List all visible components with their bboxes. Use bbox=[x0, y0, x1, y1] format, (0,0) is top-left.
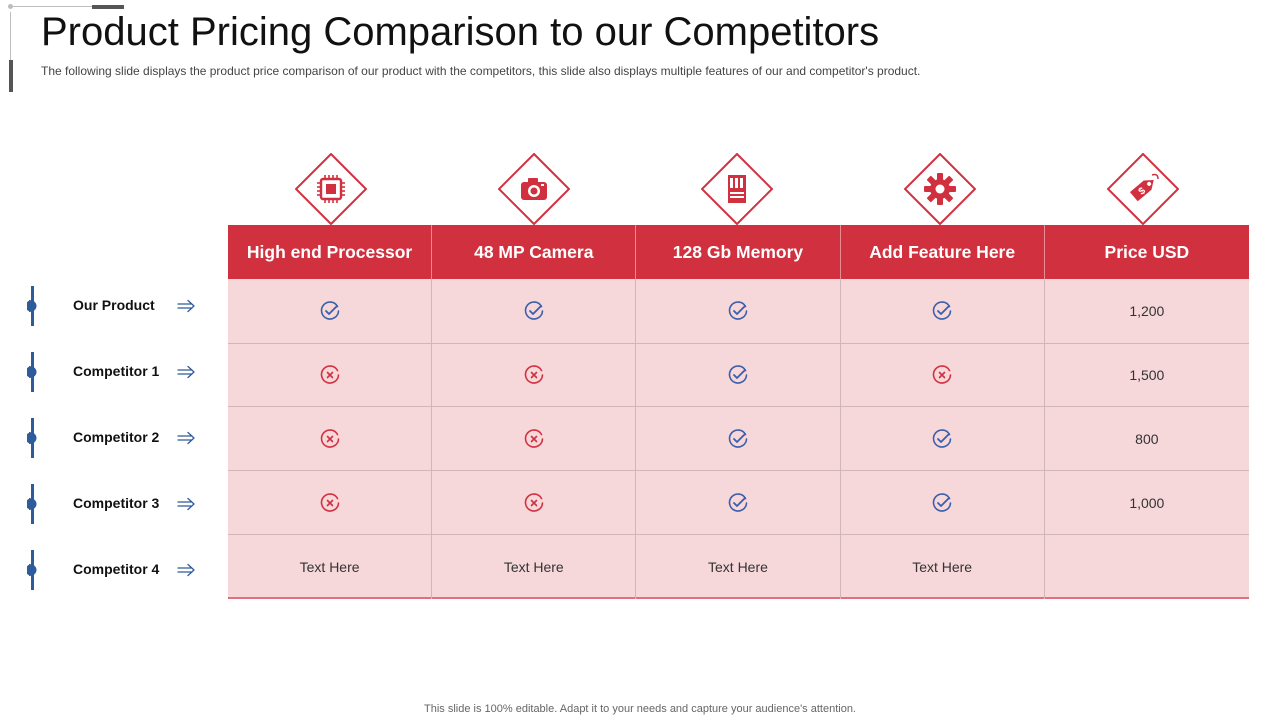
row-label: Competitor 4 bbox=[27, 550, 220, 590]
column-header: Price USD bbox=[1104, 241, 1190, 262]
decorative-dot bbox=[8, 4, 13, 9]
price-tag-icon: $ bbox=[1107, 153, 1179, 225]
table-cell-text: Text Here bbox=[432, 535, 637, 599]
price-cell bbox=[1045, 535, 1249, 599]
check-circle-icon bbox=[228, 279, 433, 343]
price-cell: 1,500 bbox=[1129, 367, 1165, 383]
arrow-right-icon bbox=[177, 299, 197, 313]
row-name: Our Product bbox=[73, 297, 155, 313]
row-name: Competitor 1 bbox=[73, 363, 160, 379]
row-marker-dot bbox=[27, 299, 41, 313]
column-header: High end Processor bbox=[228, 225, 433, 279]
check-circle-icon bbox=[841, 471, 1045, 534]
table-cell-text: Text Here bbox=[228, 535, 433, 599]
row-name: Competitor 3 bbox=[73, 495, 160, 511]
table-row: 1,000 bbox=[228, 471, 1249, 535]
table-row: 1,500 bbox=[228, 344, 1249, 407]
check-circle-icon bbox=[841, 407, 1045, 470]
decorative-vertical-line bbox=[10, 12, 11, 62]
table-cell-text: Text Here bbox=[841, 535, 1045, 599]
arrow-right-icon bbox=[177, 563, 197, 577]
row-name: Competitor 2 bbox=[73, 429, 160, 445]
svg-text:$: $ bbox=[1137, 185, 1149, 197]
cross-circle-icon bbox=[841, 344, 1045, 406]
processor-chip-icon bbox=[295, 153, 367, 225]
decorative-bar bbox=[92, 5, 124, 9]
slide-title: Product Pricing Comparison to our Compet… bbox=[41, 10, 880, 54]
cross-circle-icon bbox=[432, 471, 637, 534]
check-circle-icon bbox=[841, 279, 1045, 343]
gear-icon bbox=[904, 153, 976, 225]
row-marker-dot bbox=[27, 431, 41, 445]
table-row: Text Here Text Here Text Here Text Here bbox=[228, 535, 1249, 599]
check-circle-icon bbox=[636, 279, 841, 343]
cross-circle-icon bbox=[228, 407, 433, 470]
table-cell-text: Text Here bbox=[636, 535, 841, 599]
memory-card-icon bbox=[701, 153, 773, 225]
row-label: Competitor 1 bbox=[27, 352, 220, 392]
column-header: 128 Gb Memory bbox=[636, 225, 841, 279]
check-circle-icon bbox=[636, 407, 841, 470]
table-row: 1,200 bbox=[228, 279, 1249, 344]
check-circle-icon bbox=[636, 471, 841, 534]
footer-note: This slide is 100% editable. Adapt it to… bbox=[424, 703, 856, 715]
row-label: Competitor 3 bbox=[27, 484, 220, 524]
row-name: Competitor 4 bbox=[73, 561, 160, 577]
column-header: Add Feature Here bbox=[841, 225, 1045, 279]
decorative-line bbox=[10, 6, 98, 7]
table-row: 800 bbox=[228, 407, 1249, 471]
decorative-vertical-bar bbox=[9, 60, 13, 92]
check-circle-icon bbox=[432, 279, 637, 343]
row-marker-dot bbox=[27, 497, 41, 511]
table-header: High end Processor 48 MP Camera 128 Gb Mem… bbox=[228, 225, 1249, 279]
row-label: Competitor 2 bbox=[27, 418, 220, 458]
arrow-right-icon bbox=[177, 365, 197, 379]
cross-circle-icon bbox=[432, 344, 637, 406]
row-marker-dot bbox=[27, 365, 41, 379]
cross-circle-icon bbox=[228, 344, 433, 406]
cross-circle-icon bbox=[228, 471, 433, 534]
cross-circle-icon bbox=[432, 407, 637, 470]
row-label: Our Product bbox=[27, 286, 220, 326]
price-cell: 1,000 bbox=[1129, 494, 1165, 511]
price-cell: 800 bbox=[1135, 430, 1159, 447]
arrow-right-icon bbox=[177, 497, 197, 511]
price-cell: 1,200 bbox=[1129, 303, 1165, 319]
column-header: 48 MP Camera bbox=[432, 225, 637, 279]
slide-subtitle: The following slide displays the product… bbox=[41, 64, 921, 78]
row-marker-dot bbox=[27, 563, 41, 577]
arrow-right-icon bbox=[177, 431, 197, 445]
comparison-table: 1,200 1,500 800 1,000 Text Here Text Here Text… bbox=[228, 279, 1249, 599]
camera-icon bbox=[498, 153, 570, 225]
check-circle-icon bbox=[636, 344, 841, 406]
